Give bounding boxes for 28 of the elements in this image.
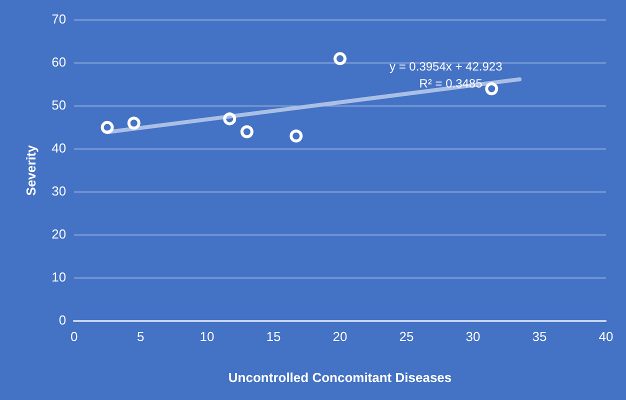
annotation: R² = 0.3485 bbox=[419, 76, 483, 90]
x-tick-label: 35 bbox=[532, 329, 547, 344]
y-axis-title: Severity bbox=[23, 144, 38, 196]
point bbox=[485, 82, 498, 96]
point bbox=[223, 112, 236, 126]
x-axis-title: Uncontrolled Concomitant Diseases bbox=[228, 370, 452, 385]
x-tick-label: 25 bbox=[399, 329, 414, 344]
x-tick-label: 5 bbox=[136, 329, 144, 344]
x-tick-label: 0 bbox=[70, 329, 78, 344]
x-tick-label: 15 bbox=[266, 329, 281, 344]
y-tick-label: 10 bbox=[52, 269, 66, 284]
x-tick-label: 10 bbox=[200, 329, 214, 344]
point bbox=[334, 52, 347, 66]
y-tick-label: 0 bbox=[58, 312, 66, 328]
y-tick-label: 40 bbox=[52, 140, 66, 156]
y-tick-label: 30 bbox=[52, 183, 66, 198]
x-tick-label: 30 bbox=[466, 329, 480, 344]
y-tick-label: 60 bbox=[52, 54, 66, 70]
x-tick-label: 20 bbox=[332, 329, 348, 344]
x-tick-label: 40 bbox=[598, 329, 614, 344]
point bbox=[100, 120, 114, 134]
point bbox=[240, 125, 254, 138]
y-tick-label: 70 bbox=[52, 12, 66, 27]
y-tick-label: 20 bbox=[52, 226, 66, 242]
point bbox=[127, 116, 140, 130]
annotation: y = 0.3954x + 42.923 bbox=[390, 59, 503, 74]
point bbox=[290, 130, 303, 143]
y-tick-label: 50 bbox=[52, 98, 66, 113]
